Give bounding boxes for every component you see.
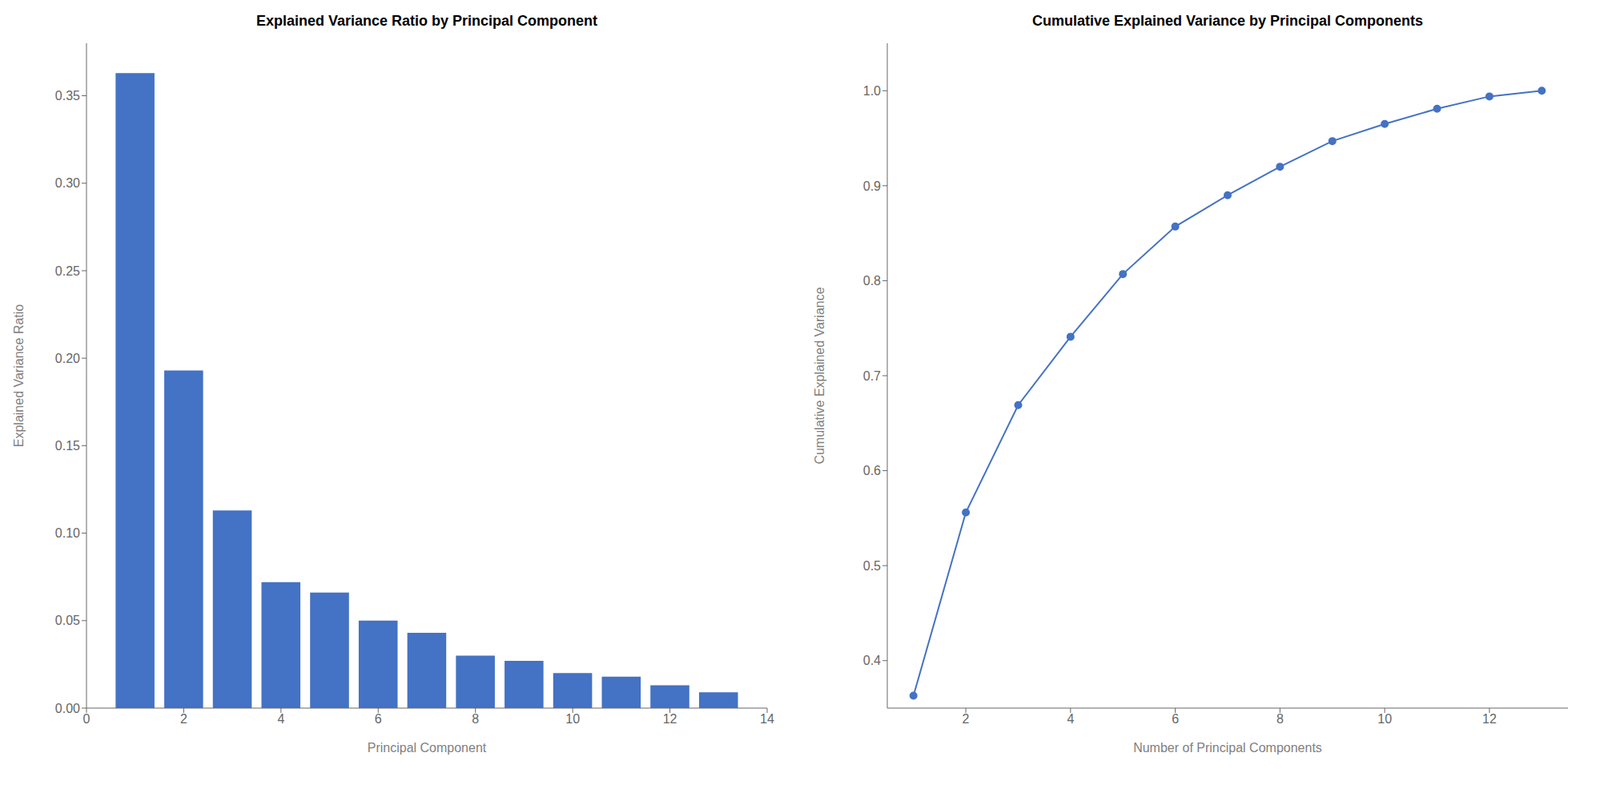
svg-text:8: 8 <box>471 711 479 726</box>
svg-text:0.10: 0.10 <box>55 526 81 540</box>
svg-text:0.35: 0.35 <box>55 88 81 103</box>
svg-text:4: 4 <box>277 711 285 726</box>
html-text:Cumulative Explained Variance: Cumulative Explained Variance by Princip… <box>1032 12 1424 29</box>
svg-text:0.4: 0.4 <box>863 653 881 668</box>
svg-text:0.15: 0.15 <box>55 438 81 453</box>
svg-text:2: 2 <box>180 711 188 726</box>
svg-text:Cumulative Explained Variance: Cumulative Explained Variance <box>812 286 827 464</box>
svg-text:12: 12 <box>663 711 678 726</box>
svg-text:0.05: 0.05 <box>55 613 81 628</box>
svg-text:0.9: 0.9 <box>863 179 881 193</box>
svg-text:0.7: 0.7 <box>863 369 881 383</box>
svg-text:10: 10 <box>1377 711 1392 726</box>
svg-text:Explained Variance Ratio: Explained Variance Ratio <box>12 304 26 448</box>
svg-text:1.0: 1.0 <box>863 84 881 98</box>
svg-text:2: 2 <box>962 711 970 726</box>
svg-text:0.8: 0.8 <box>863 273 881 288</box>
html-text:Explained Variance Ratio by Pr: Explained Variance Ratio by Principal Co… <box>256 12 598 29</box>
svg-text:4: 4 <box>1066 711 1074 726</box>
svg-text:6: 6 <box>374 711 382 726</box>
svg-text:0.6: 0.6 <box>863 463 881 478</box>
svg-text:0.30: 0.30 <box>55 176 81 190</box>
svg-text:0: 0 <box>83 711 91 726</box>
svg-text:14: 14 <box>759 711 775 726</box>
svg-text:Number of Principal Components: Number of Principal Components <box>1133 740 1323 755</box>
svg-text:0.00: 0.00 <box>55 701 81 716</box>
svg-text:6: 6 <box>1171 711 1179 726</box>
svg-text:10: 10 <box>565 711 580 726</box>
svg-text:0.5: 0.5 <box>863 558 881 573</box>
svg-text:8: 8 <box>1276 711 1284 726</box>
svg-text:12: 12 <box>1482 711 1497 726</box>
svg-text:0.25: 0.25 <box>55 264 81 278</box>
svg-text:Principal Component: Principal Component <box>367 740 487 755</box>
svg-text:0.20: 0.20 <box>55 351 81 366</box>
